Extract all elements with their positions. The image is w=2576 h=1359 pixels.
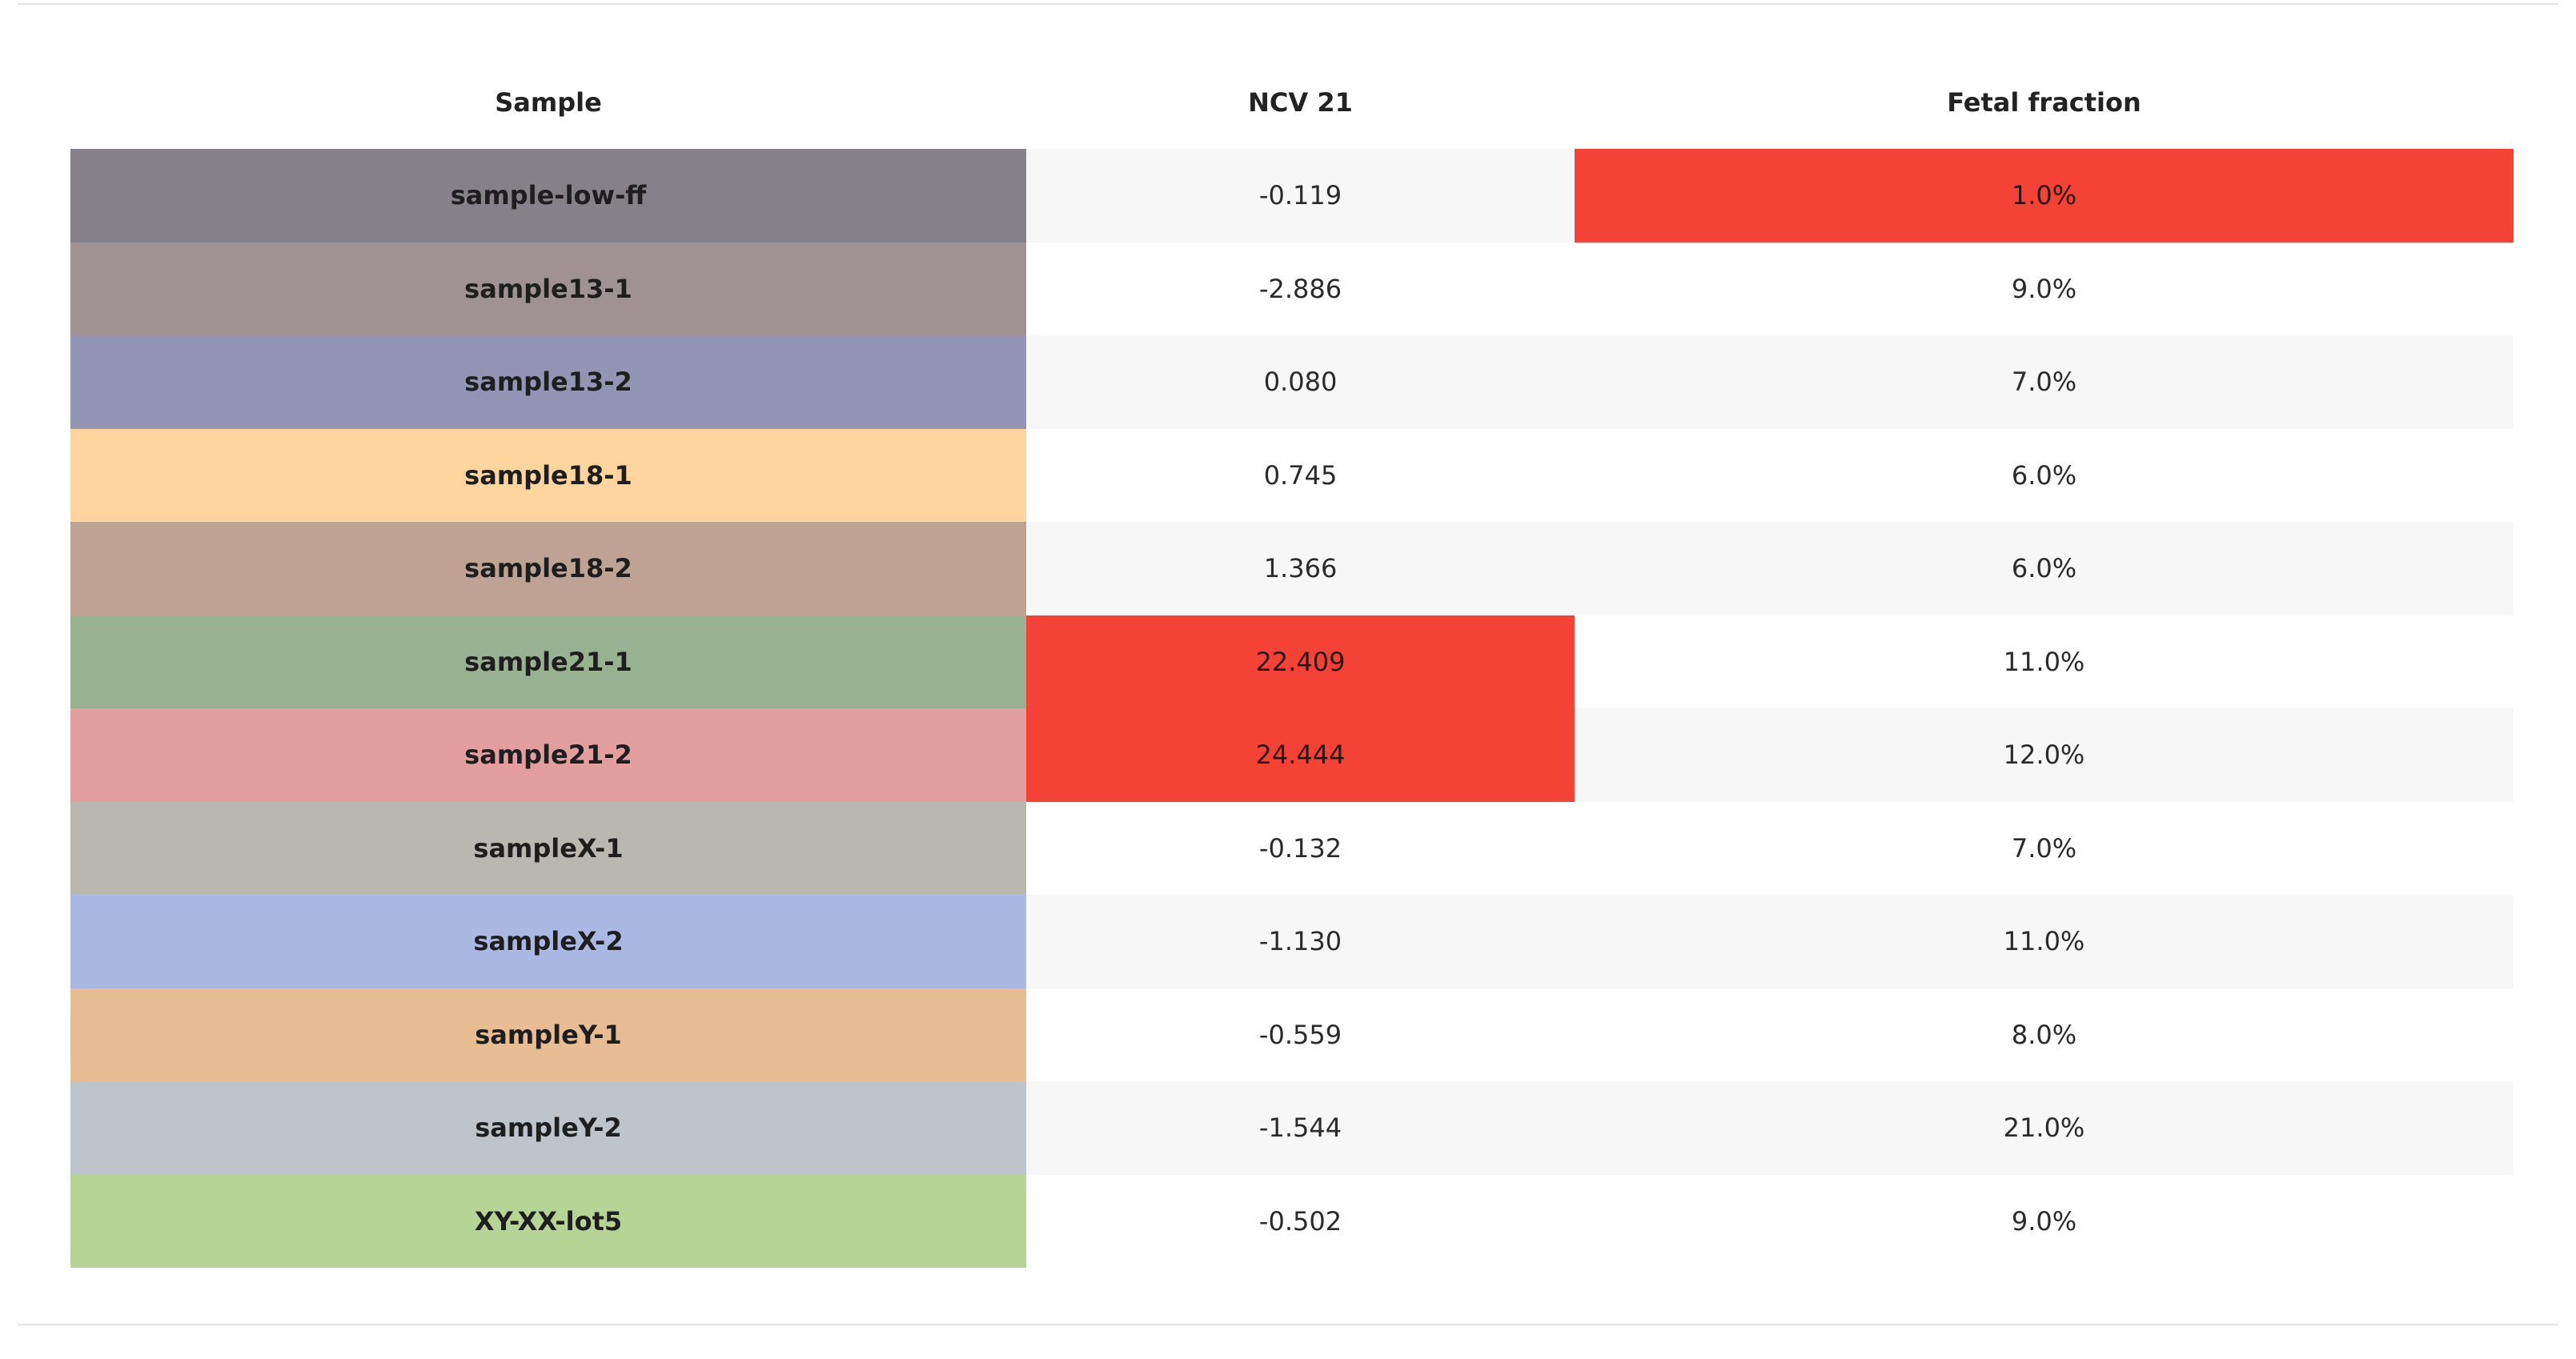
ncv21-cell: -1.544 [1026,1081,1575,1175]
top-divider [18,3,2558,5]
table-row: sample18-1 0.745 6.0% [70,428,2514,522]
fetal-fraction-cell: 1.0% [1575,149,2514,243]
table-row: sample21-1 22.409 11.0% [70,615,2514,708]
ncv21-cell: 1.366 [1026,522,1575,615]
ncv-results-table: Sample NCV 21 Fetal fraction sample-low-… [70,56,2514,1268]
table-row: sample13-1 -2.886 9.0% [70,242,2514,335]
sample-name-cell[interactable]: sample18-1 [70,428,1026,522]
fetal-fraction-cell: 9.0% [1575,1174,2514,1268]
ncv21-cell: -0.119 [1026,149,1575,243]
ncv21-cell: -0.559 [1026,988,1575,1081]
sample-name-cell[interactable]: sampleY-2 [70,1081,1026,1175]
sample-name-cell[interactable]: sampleX-2 [70,895,1026,988]
fetal-fraction-cell: 7.0% [1575,801,2514,895]
ncv21-cell: -0.132 [1026,801,1575,895]
bottom-divider [18,1324,2558,1325]
ncv21-cell: 0.080 [1026,335,1575,429]
table-row: sampleY-2 -1.544 21.0% [70,1081,2514,1175]
ncv21-cell: -2.886 [1026,242,1575,335]
fetal-fraction-cell: 9.0% [1575,242,2514,335]
table-row: sample18-2 1.366 6.0% [70,522,2514,615]
sample-name-cell[interactable]: sample13-2 [70,335,1026,429]
column-header-ncv21[interactable]: NCV 21 [1248,87,1353,118]
fetal-fraction-cell: 7.0% [1575,335,2514,429]
sample-name-cell[interactable]: XY-XX-lot5 [70,1174,1026,1268]
table-body: sample-low-ff -0.119 1.0% sample13-1 -2.886 9… [70,149,2514,1268]
ncv21-cell: 0.745 [1026,428,1575,522]
sample-name-cell[interactable]: sample13-1 [70,242,1026,335]
fetal-fraction-cell: 11.0% [1575,895,2514,988]
sample-name-cell[interactable]: sampleX-1 [70,801,1026,895]
ncv21-cell: -1.130 [1026,895,1575,988]
table-row: sample13-2 0.080 7.0% [70,335,2514,429]
ncv21-cell: 24.444 [1026,708,1575,802]
table-row: sampleX-1 -0.132 7.0% [70,801,2514,895]
table-row: sampleY-1 -0.559 8.0% [70,988,2514,1081]
sample-name-cell[interactable]: sampleY-1 [70,988,1026,1081]
ncv21-cell: 22.409 [1026,615,1575,708]
sample-name-cell[interactable]: sample18-2 [70,522,1026,615]
fetal-fraction-cell: 12.0% [1575,708,2514,802]
table-header-row: Sample NCV 21 Fetal fraction [70,56,2514,149]
column-header-fetal-fraction[interactable]: Fetal fraction [1947,87,2141,118]
fetal-fraction-cell: 6.0% [1575,428,2514,522]
table-row: XY-XX-lot5 -0.502 9.0% [70,1174,2514,1268]
column-header-sample[interactable]: Sample [495,87,602,118]
fetal-fraction-cell: 11.0% [1575,615,2514,708]
table-row: sample-low-ff -0.119 1.0% [70,149,2514,243]
table-row: sample21-2 24.444 12.0% [70,708,2514,802]
fetal-fraction-cell: 6.0% [1575,522,2514,615]
ncv21-cell: -0.502 [1026,1174,1575,1268]
sample-name-cell[interactable]: sample21-2 [70,708,1026,802]
fetal-fraction-cell: 8.0% [1575,988,2514,1081]
sample-name-cell[interactable]: sample21-1 [70,615,1026,708]
table-row: sampleX-2 -1.130 11.0% [70,895,2514,988]
sample-name-cell[interactable]: sample-low-ff [70,149,1026,243]
fetal-fraction-cell: 21.0% [1575,1081,2514,1175]
